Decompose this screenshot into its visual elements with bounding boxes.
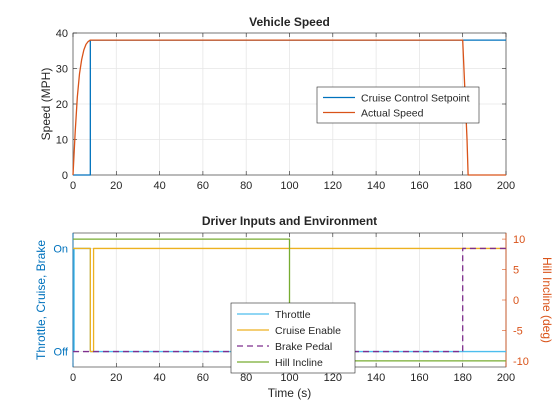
speed-legend: Cruise Control Setpoint Actual Speed (316, 86, 480, 124)
speed-x-tick-label: 120 (324, 180, 342, 192)
inputs-legend: Throttle Cruise Enable Brake Pedal Hill Inc… (230, 302, 356, 374)
inputs-x-tick-label: 0 (70, 372, 76, 384)
inputs-legend-label-brake-pedal: Brake Pedal (275, 341, 332, 353)
inputs-right-y-tick-label: -5 (513, 325, 523, 337)
speed-y-tick-label: 40 (56, 28, 68, 40)
speed-x-tick-label: 20 (110, 180, 122, 192)
inputs-x-tick-label: 200 (497, 372, 515, 384)
inputs-left-y-axis-label: Throttle, Cruise, Brake (34, 240, 48, 360)
speed-x-tick-label: 80 (240, 180, 252, 192)
inputs-x-tick-label: 80 (240, 372, 252, 384)
speed-legend-label-actual-speed: Actual Speed (361, 108, 424, 120)
inputs-legend-label-hill-incline: Hill Incline (275, 357, 323, 369)
inputs-x-tick-label: 100 (280, 372, 298, 384)
speed-x-tick-label: 60 (197, 180, 209, 192)
speed-y-tick-label: 10 (56, 135, 68, 147)
inputs-left-y-tick-label: On (53, 243, 68, 255)
speed-x-tick-label: 100 (280, 180, 298, 192)
inputs-chart-title: Driver Inputs and Environment (202, 214, 377, 228)
inputs-series-line-cruise-enable (73, 247, 506, 353)
inputs-x-tick-label: 160 (410, 372, 428, 384)
speed-y-tick-label: 20 (56, 99, 68, 111)
inputs-x-tick-label: 120 (324, 372, 342, 384)
speed-x-tick-label: 200 (497, 180, 515, 192)
speed-legend-label-cruise-control-setpoint: Cruise Control Setpoint (361, 93, 470, 105)
inputs-x-axis-label: Time (s) (268, 386, 312, 400)
inputs-right-y-tick-label: 10 (513, 234, 525, 246)
inputs-legend-label-cruise-enable: Cruise Enable (275, 325, 341, 337)
inputs-right-y-tick-label: -10 (513, 356, 529, 368)
inputs-x-tick-label: 140 (367, 372, 385, 384)
speed-axes: 0 20 40 60 80 100 120 140 160 180 200 0 10 20 30 40 Ve… (39, 15, 515, 192)
speed-legend-box (316, 86, 480, 124)
inputs-left-y-tick-label: Off (54, 347, 69, 359)
inputs-right-y-ticks: -10 -5 0 5 10 (502, 233, 529, 368)
inputs-right-y-tick-label: 0 (513, 295, 519, 307)
speed-y-axis-label: Speed (MPH) (39, 68, 53, 141)
inputs-x-ticks: 0 20 40 60 80 100 120 140 160 180 200 (70, 233, 515, 384)
inputs-right-y-tick-label: 5 (513, 265, 519, 277)
speed-x-ticks: 0 20 40 60 80 100 120 140 160 180 200 (70, 33, 515, 192)
inputs-legend-box (230, 302, 356, 374)
inputs-x-tick-label: 60 (197, 372, 209, 384)
speed-x-tick-label: 40 (153, 180, 165, 192)
speed-y-tick-label: 0 (62, 170, 68, 182)
speed-chart-title: Vehicle Speed (249, 15, 330, 29)
inputs-right-y-axis-label: Hill Incline (deg) (540, 257, 554, 343)
inputs-legend-label-throttle: Throttle (275, 309, 311, 321)
inputs-x-tick-label: 40 (153, 372, 165, 384)
inputs-series-line-hill-incline (73, 238, 506, 362)
inputs-x-tick-label: 20 (110, 372, 122, 384)
speed-x-tick-label: 0 (70, 180, 76, 192)
speed-x-tick-label: 160 (410, 180, 428, 192)
speed-x-tick-label: 140 (367, 180, 385, 192)
speed-x-tick-label: 180 (454, 180, 472, 192)
inputs-x-tick-label: 180 (454, 372, 472, 384)
speed-y-tick-label: 30 (56, 64, 68, 76)
speed-y-ticks: 0 10 20 30 40 (56, 28, 506, 182)
